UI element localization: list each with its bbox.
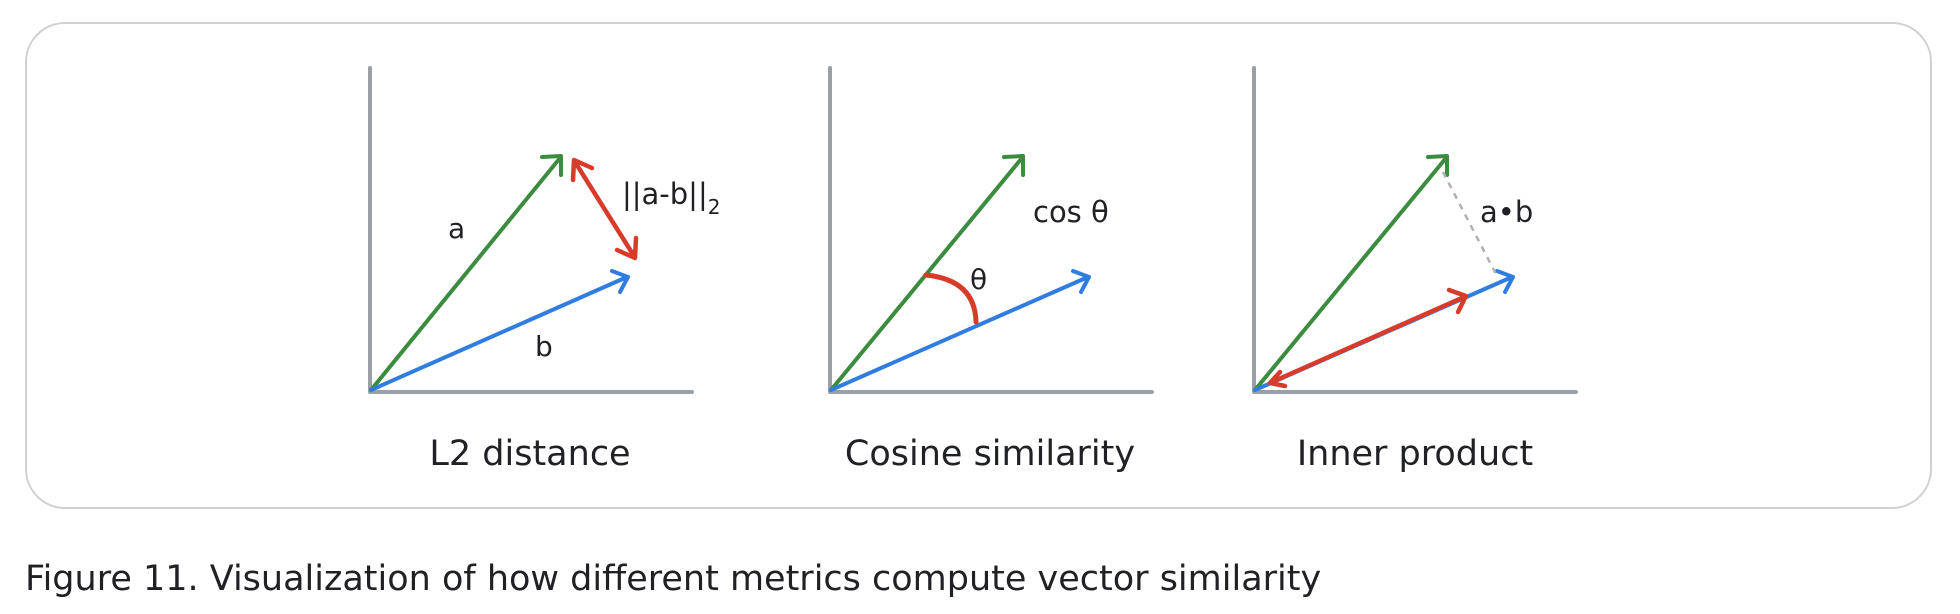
l2-metric-label: ||a-b||2 [622, 177, 720, 219]
l2-vector-b-label: b [535, 330, 553, 363]
l2-vector-b-arrowhead [610, 269, 630, 294]
inner-product-arrow [1269, 294, 1467, 385]
cosine-angle-label: θ [970, 263, 987, 296]
figure-frame [25, 22, 1932, 509]
panel-cosine-similarity: θ cos θ Cosine similarity [828, 66, 1154, 474]
cosine-metric-label: cos θ [1033, 195, 1109, 229]
inner-metric-label: a•b [1480, 195, 1533, 229]
l2-distance-arrowhead-top [570, 157, 595, 183]
l2-axes [368, 66, 694, 394]
l2-distance-arrow [572, 159, 637, 259]
panel-title-cosine: Cosine similarity [845, 434, 1135, 474]
panel-title-l2: L2 distance [429, 434, 630, 474]
l2-vector-a-arrowhead [540, 154, 563, 177]
inner-vector-a-arrowhead [1426, 154, 1449, 177]
l2-vector-a-label: a [448, 212, 465, 245]
cosine-vector-b-arrowhead [1071, 269, 1091, 294]
cosine-vector-b [829, 275, 1090, 392]
l2-distance-arrowhead-bottom [614, 235, 639, 261]
inner-axes [1252, 66, 1578, 394]
l2-vector-b [369, 275, 629, 392]
cosine-angle-arc [923, 272, 979, 325]
figure-caption: Figure 11. Visualization of how differen… [25, 559, 1322, 599]
inner-product-arrowhead-start [1267, 369, 1288, 389]
l2-metric-main: ||a-b|| [622, 177, 708, 211]
panel-l2-distance: a b ||a-b||2 L2 distance [368, 66, 720, 474]
l2-metric-subscript: 2 [708, 195, 721, 219]
l2-vector-a [369, 156, 562, 392]
inner-vector-b-arrowhead [1495, 269, 1515, 294]
inner-vector-a [1253, 156, 1448, 392]
inner-product-arrowhead-end [1446, 287, 1469, 315]
panel-inner-product: a•b Inner product [1252, 66, 1578, 474]
cosine-vector-a-arrowhead [1002, 154, 1025, 177]
panel-title-inner: Inner product [1297, 434, 1533, 474]
cosine-axes [828, 66, 1154, 394]
inner-projection-line [1441, 171, 1499, 277]
